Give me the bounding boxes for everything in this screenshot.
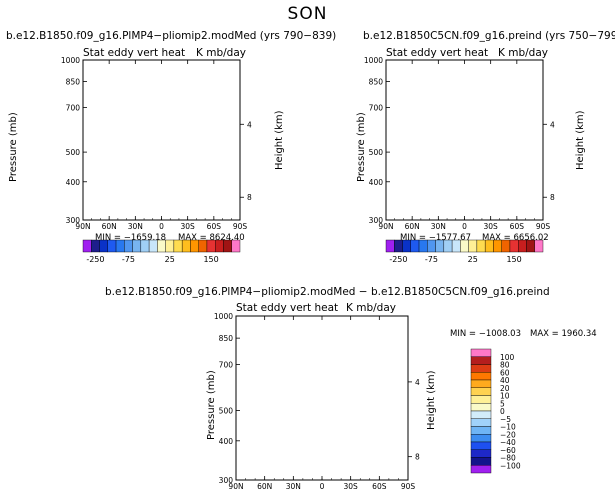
panel2-left-label: Stat eddy vert heat <box>386 47 489 59</box>
panel2-min-label: MIN = −1577.67 <box>400 233 471 243</box>
y-tick-label: 850 <box>66 78 81 87</box>
panel2-max-label: MAX = 6656.02 <box>482 233 549 243</box>
y-tick-label: 500 <box>66 148 81 157</box>
y-tick-label: 1000 <box>364 56 383 65</box>
panel1-min-label: MIN = −1659.18 <box>95 233 166 243</box>
x-tick-label: 0 <box>462 222 467 231</box>
x-tick-label: 30N <box>128 222 143 231</box>
x-tick-label: 90N <box>378 222 393 231</box>
y-tick-label: 850 <box>369 78 384 87</box>
panel1-frame <box>82 59 241 221</box>
panel3-title: b.e12.B1850.f09_g16.PlMP4−pliomip2.modMe… <box>105 286 550 298</box>
y-tick-label: 300 <box>369 216 384 225</box>
y-tick-label: 700 <box>369 103 384 112</box>
x-tick-label: 60S <box>207 222 222 231</box>
y-tick-label: 400 <box>66 178 81 187</box>
panel3-max-label: MAX = 1960.34 <box>530 329 597 339</box>
panel3-left-label: Stat eddy vert heat <box>236 302 339 314</box>
y-tick-label: 1000 <box>61 56 80 65</box>
panel1-right-label: K mb/day <box>196 47 246 59</box>
x-tick-label: 60N <box>102 222 117 231</box>
x-tick-label: 30S <box>484 222 499 231</box>
y2-tick-label: 4 <box>247 120 252 129</box>
y-tick-label: 500 <box>369 148 384 157</box>
panel2-title: b.e12.B1850C5CN.f09_g16.preind (yrs 750−… <box>363 30 615 42</box>
x-tick-label: 60N <box>405 222 420 231</box>
y-tick-label: 300 <box>66 216 81 225</box>
panel2-frame <box>385 59 544 221</box>
y2-tick-label: 8 <box>550 193 555 202</box>
x-tick-label: 90S <box>233 222 248 231</box>
x-tick-label: 90N <box>75 222 90 231</box>
y2-tick-label: 8 <box>247 193 252 202</box>
panel1-title: b.e12.B1850.f09_g16.PlMP4−pliomip2.modMe… <box>6 30 337 42</box>
x-tick-label: 90S <box>536 222 551 231</box>
panel1-max-label: MAX = 8624.40 <box>178 233 245 243</box>
x-tick-label: 30S <box>181 222 196 231</box>
x-tick-label: 60S <box>510 222 525 231</box>
panel1-left-label: Stat eddy vert heat <box>83 47 186 59</box>
panel2-right-label: K mb/day <box>498 47 548 59</box>
panel3-min-label: MIN = −1008.03 <box>450 329 521 339</box>
y-tick-label: 400 <box>369 178 384 187</box>
x-tick-label: 30N <box>431 222 446 231</box>
panel3-right-label: K mb/day <box>346 302 396 314</box>
figure-title: SON <box>287 4 328 24</box>
y-tick-label: 700 <box>66 103 81 112</box>
x-tick-label: 0 <box>159 222 164 231</box>
y2-tick-label: 4 <box>550 120 555 129</box>
